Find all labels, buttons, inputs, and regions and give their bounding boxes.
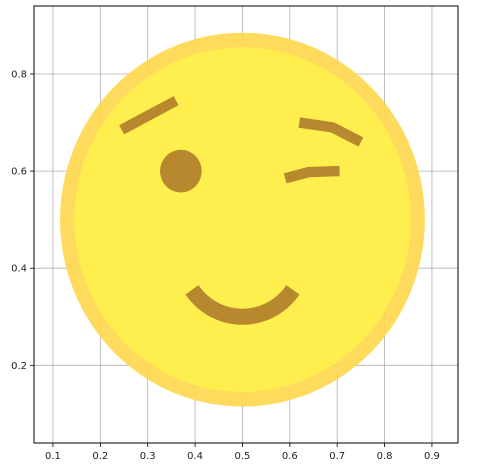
y-tick-label: 0.6 (11, 167, 27, 178)
left-eye (160, 149, 202, 193)
x-tick-label: 0.1 (45, 451, 61, 462)
x-tick-label: 0.3 (140, 451, 156, 462)
mouth (185, 284, 300, 325)
y-tick-label: 0.8 (11, 69, 27, 80)
x-tick-label: 0.6 (282, 451, 298, 462)
x-tick-label: 0.9 (424, 451, 440, 462)
face-inner (74, 47, 411, 393)
y-tick-label: 0.4 (11, 264, 27, 275)
tick-marks: 0.1 0.2 0.3 0.4 0.5 0.6 0.7 0.8 0.9 0.2 0.4 0.6 0.8 (11, 69, 440, 462)
left-eyebrow (119, 96, 179, 135)
y-tick-label: 0.2 (11, 361, 27, 372)
smiley-shapes (60, 32, 425, 407)
x-tick-label: 0.4 (187, 451, 203, 462)
axes-frame (33, 5, 459, 444)
x-tick-label: 0.7 (329, 451, 345, 462)
right-eye-wink (283, 165, 340, 184)
x-tick-label: 0.5 (234, 451, 250, 462)
x-tick-label: 0.2 (92, 451, 108, 462)
x-tick-label: 0.8 (377, 451, 393, 462)
right-eyebrow (298, 117, 364, 147)
